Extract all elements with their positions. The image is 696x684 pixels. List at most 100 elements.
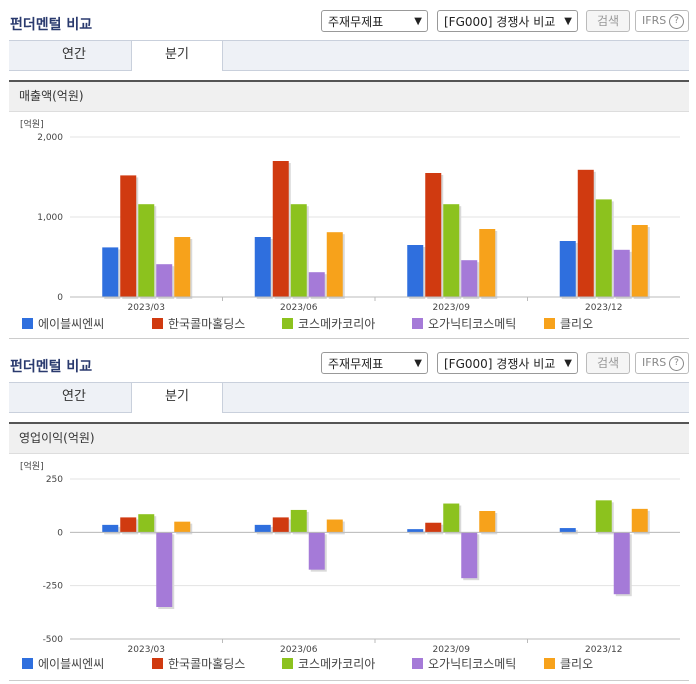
y-tick-label: 2,000 (37, 133, 63, 143)
bar (631, 225, 648, 297)
bar (613, 532, 630, 595)
bar (102, 524, 119, 533)
legend-swatch (412, 658, 423, 669)
legend-item[interactable]: 오가닉티코스메틱 (412, 655, 516, 672)
bar (254, 237, 271, 297)
legend-swatch (282, 318, 293, 329)
y-tick-label: 250 (46, 475, 63, 485)
y-tick-label: -250 (43, 582, 64, 592)
bar (272, 517, 289, 533)
legend-label: 클리오 (560, 657, 594, 671)
statement-type-select[interactable]: 주재무제표 ▼ (321, 10, 428, 32)
tab-annual[interactable]: 연간 (62, 47, 86, 62)
period-tabs: 연간 분기 (9, 382, 689, 413)
bar (120, 175, 137, 297)
x-tick-label: 2023/03 (128, 645, 165, 654)
bar (425, 173, 442, 297)
operating-profit-chart-panel: 영업이익(억원) (9, 422, 689, 681)
x-tick-label: 2023/06 (280, 645, 318, 654)
bar (102, 247, 119, 297)
legend-label: 한국콜마홀딩스 (168, 657, 246, 671)
question-icon: ? (669, 356, 684, 371)
ifrs-label: IFRS (642, 356, 667, 369)
statement-type-select[interactable]: 주재무제표 ▼ (321, 352, 428, 374)
bar (174, 521, 191, 533)
unit-label: [억원] (20, 460, 44, 472)
section-title: 펀더멘털 비교 (10, 17, 93, 33)
y-tick-label: -500 (43, 635, 64, 645)
legend-item[interactable]: 오가닉티코스메틱 (412, 315, 516, 332)
legend-label: 코스메카코리아 (298, 317, 376, 331)
bar (156, 532, 173, 607)
y-tick-label: 0 (57, 293, 63, 303)
bar (308, 532, 325, 570)
tab-annual[interactable]: 연간 (62, 389, 86, 404)
bar (308, 272, 325, 297)
x-tick-label: 2023/09 (433, 303, 471, 312)
bar (559, 241, 576, 297)
bar (631, 508, 648, 533)
legend-label: 코스메카코리아 (298, 657, 376, 671)
legend-label: 오가닉티코스메틱 (428, 657, 517, 671)
peer-group-select[interactable]: [FG000] 경쟁사 비교 ▼ (437, 352, 578, 374)
operating-profit-bar-chart: [억원] -500 -250 0 250 2023/03 2023/06 2023/09 202… (20, 460, 680, 654)
tab-quarterly[interactable]: 분기 (131, 383, 223, 413)
x-tick-label: 2023/12 (585, 645, 622, 654)
bar (290, 204, 307, 297)
legend-item[interactable]: 클리오 (544, 315, 593, 332)
x-tick-label: 2023/09 (433, 645, 471, 654)
bar (326, 519, 343, 533)
chart-subheader: 매출액(억원) (9, 82, 689, 112)
x-tick-label: 2023/03 (128, 303, 165, 312)
search-button[interactable]: 검색 (586, 10, 630, 32)
legend-label: 에이블씨엔씨 (38, 317, 105, 331)
bar (425, 522, 442, 533)
legend-swatch (152, 658, 163, 669)
tab-quarterly[interactable]: 분기 (131, 41, 223, 71)
revenue-chart-panel: 매출액(억원) (9, 80, 689, 339)
statement-type-value: 주재무제표 (328, 15, 384, 29)
bar (595, 500, 612, 533)
legend-swatch (544, 658, 555, 669)
bar (479, 229, 496, 297)
ifrs-label: IFRS (642, 14, 667, 27)
legend-item[interactable]: 에이블씨엔씨 (22, 315, 104, 332)
legend-label: 오가닉티코스메틱 (428, 317, 517, 331)
bar (479, 511, 496, 533)
peer-group-value: [FG000] 경쟁사 비교 (444, 15, 556, 29)
legend-swatch (282, 658, 293, 669)
legend-item[interactable]: 한국콜마홀딩스 (152, 315, 245, 332)
bar (290, 509, 307, 533)
legend-label: 클리오 (560, 317, 594, 331)
statement-type-value: 주재무제표 (328, 357, 384, 371)
period-tabs: 연간 분기 (9, 40, 689, 71)
bar (559, 528, 576, 533)
ifrs-help-button[interactable]: IFRS ? (635, 10, 689, 32)
ifrs-help-button[interactable]: IFRS ? (635, 352, 689, 374)
legend-swatch (544, 318, 555, 329)
legend-label: 에이블씨엔씨 (38, 657, 105, 671)
chart-subheader: 영업이익(억원) (9, 424, 689, 454)
bar (443, 503, 460, 533)
bar (326, 232, 343, 297)
chevron-down-icon: ▼ (564, 16, 572, 27)
legend-item[interactable]: 에이블씨엔씨 (22, 655, 104, 672)
search-button[interactable]: 검색 (586, 352, 630, 374)
x-tick-label: 2023/06 (280, 303, 318, 312)
bar (174, 237, 191, 297)
peer-group-select[interactable]: [FG000] 경쟁사 비교 ▼ (437, 10, 578, 32)
question-icon: ? (669, 14, 684, 29)
legend-item[interactable]: 코스메카코리아 (282, 655, 375, 672)
legend-swatch (412, 318, 423, 329)
legend-item[interactable]: 한국콜마홀딩스 (152, 655, 245, 672)
chevron-down-icon: ▼ (414, 16, 422, 27)
bar (407, 245, 424, 297)
bar (407, 529, 424, 533)
unit-label: [억원] (20, 118, 44, 130)
legend-swatch (22, 318, 33, 329)
legend-item[interactable]: 코스메카코리아 (282, 315, 375, 332)
legend-swatch (22, 658, 33, 669)
legend-item[interactable]: 클리오 (544, 655, 593, 672)
bar (138, 204, 155, 297)
bar (595, 199, 612, 297)
